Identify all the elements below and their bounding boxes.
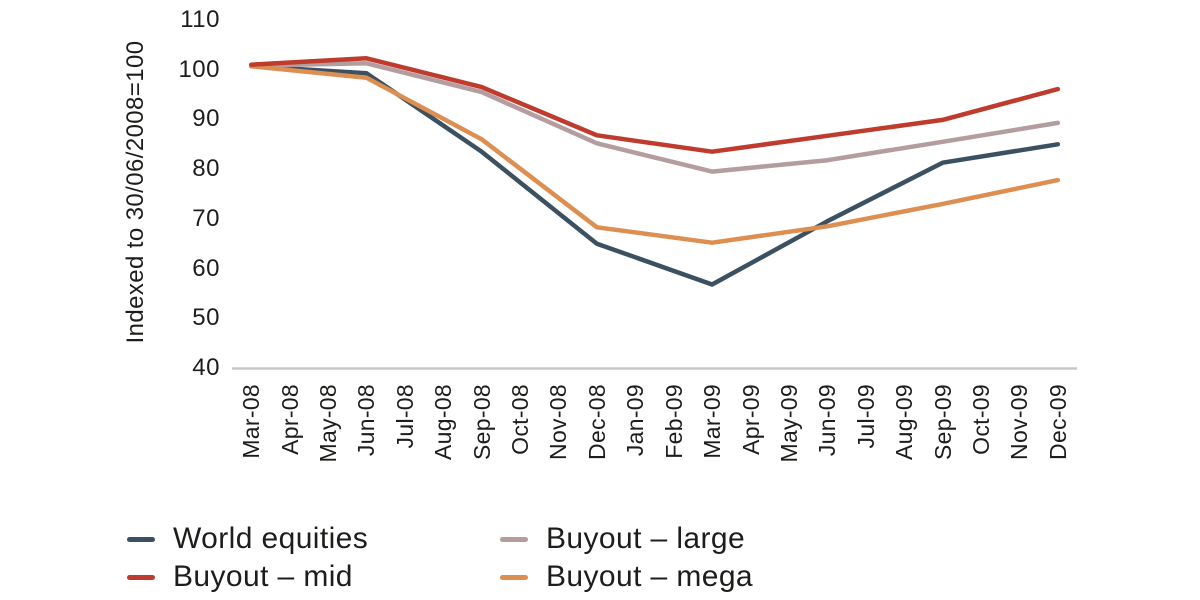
y-tick-label: 70: [192, 204, 220, 232]
legend-item: Buyout – large: [500, 520, 753, 558]
x-tick-label: Nov-09: [1006, 384, 1033, 460]
x-tick-label: Aug-09: [891, 384, 918, 460]
x-tick-label: Oct-08: [507, 384, 534, 455]
x-tick-label: Mar-09: [699, 384, 726, 459]
y-tick-label: 40: [192, 354, 220, 381]
x-tick-label: Sep-08: [468, 384, 495, 460]
x-tick-label: Dec-08: [583, 384, 610, 460]
y-tick-label: 110: [180, 6, 220, 33]
series-line-buyout-mid: [248, 56, 1061, 154]
y-tick-label: 100: [178, 55, 220, 83]
x-tick-label: Jun-09: [814, 384, 841, 457]
x-tick-label: Jul-09: [852, 384, 879, 449]
x-tick-label: Feb-09: [660, 384, 687, 459]
y-tick-label: 50: [192, 304, 220, 332]
x-tick-label: Jul-08: [391, 384, 418, 449]
x-tick-label: May-09: [775, 384, 802, 463]
series-line-world-equities: [248, 63, 1061, 287]
x-tick-label: Nov-08: [545, 384, 572, 460]
y-tick-label: 80: [192, 155, 220, 183]
x-tick-label: Aug-08: [430, 384, 457, 460]
x-tick-label: Mar-08: [238, 384, 265, 459]
legend-item: Buyout – mega: [500, 558, 753, 596]
legend: World equities Buyout – large Buyout – mid…: [127, 520, 753, 596]
legend-dash-icon: [127, 574, 155, 580]
y-tick-label: 90: [192, 105, 220, 133]
x-tick-label: Oct-09: [967, 384, 994, 455]
legend-dash-icon: [127, 536, 155, 542]
x-tick-label: Jun-08: [353, 384, 380, 457]
legend-label: Buyout – large: [546, 522, 746, 555]
x-tick-label: Apr-08: [276, 384, 303, 455]
series-lines: [248, 56, 1061, 287]
x-tick-label: Apr-09: [737, 384, 764, 455]
legend-label: World equities: [173, 522, 369, 555]
legend-label: Buyout – mid: [173, 560, 353, 593]
series-line-buyout-large: [248, 61, 1061, 174]
y-tick-label: 60: [192, 254, 220, 282]
legend-label: Buyout – mega: [546, 560, 753, 593]
x-tick-label: Sep-09: [929, 384, 956, 460]
x-tick-label: Dec-09: [1044, 384, 1071, 460]
x-tick-label: Jan-09: [622, 384, 649, 457]
series-line-buyout-mega: [248, 63, 1061, 245]
legend-dash-icon: [500, 574, 528, 580]
legend-dash-icon: [500, 536, 528, 542]
legend-item: World equities: [127, 520, 500, 558]
legend-item: Buyout – mid: [127, 558, 500, 596]
x-tick-label: May-08: [315, 384, 342, 463]
